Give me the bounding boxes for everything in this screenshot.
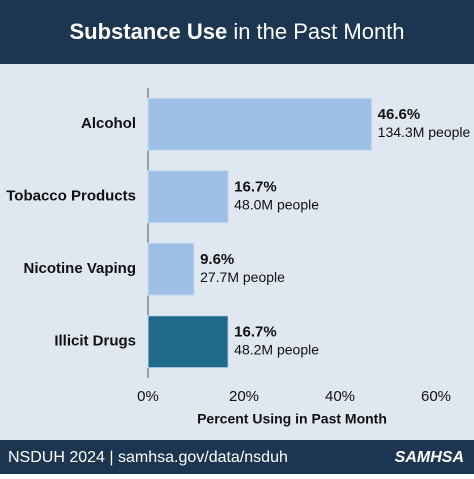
x-axis-label: Percent Using in Past Month	[197, 411, 387, 427]
y-tick-label: Alcohol	[81, 115, 136, 132]
y-tick-label: Illicit Drugs	[54, 333, 136, 350]
x-tick-label: 0%	[137, 388, 159, 405]
sublabel: 48.2M people	[234, 341, 319, 357]
sublabel: 27.7M people	[200, 269, 285, 285]
y-tick-label: Tobacco Products	[6, 188, 136, 205]
sublabel: 134.3M people	[378, 124, 471, 140]
value-label: 16.7%	[234, 324, 277, 341]
title-bold: Substance Use	[69, 19, 227, 44]
value-label: 16.7%	[234, 179, 277, 196]
y-tick-label: Nicotine Vaping	[23, 260, 136, 277]
footer-band	[0, 440, 474, 474]
bar	[147, 170, 229, 224]
x-tick-label: 60%	[421, 388, 451, 405]
x-tick-label: 20%	[229, 388, 259, 405]
footer-text: NSDUH 2024 | samhsa.gov/data/nsduh	[8, 449, 288, 466]
bar	[147, 242, 195, 296]
bar	[147, 315, 229, 369]
bar	[147, 97, 373, 151]
value-label: 46.6%	[378, 106, 421, 123]
title-rest: in the Past Month	[233, 19, 404, 44]
logo: SAMHSA	[395, 449, 464, 466]
value-label: 9.6%	[200, 251, 234, 268]
chart-title: Substance Use in the Past Month	[69, 19, 404, 44]
x-tick-label: 40%	[325, 388, 355, 405]
header-band	[0, 0, 474, 64]
sublabel: 48.0M people	[234, 196, 319, 212]
